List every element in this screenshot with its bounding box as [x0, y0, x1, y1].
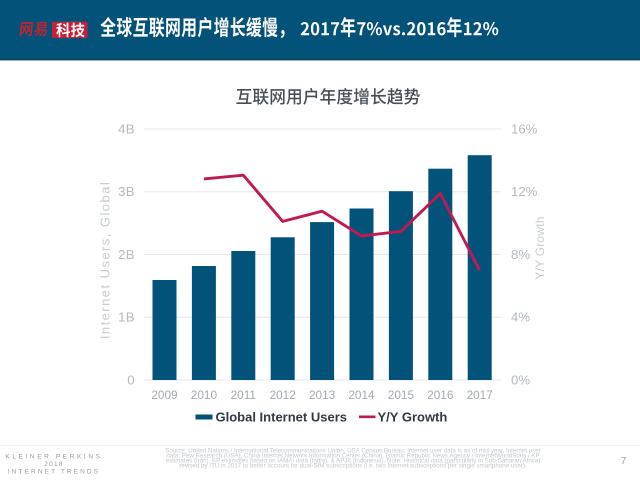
- svg-text:2010: 2010: [191, 388, 218, 402]
- svg-text:7: 7: [621, 456, 627, 467]
- svg-text:revised by ITU in 2017 to bett: revised by ITU in 2017 to better account…: [179, 463, 527, 470]
- svg-text:data: Pew Research (USA), Chin: data: Pew Research (USA), China Internet…: [166, 453, 539, 460]
- svg-text:Y/Y Growth: Y/Y Growth: [533, 216, 547, 279]
- svg-text:Global Internet Users: Global Internet Users: [216, 410, 347, 425]
- svg-text:2011: 2011: [231, 388, 256, 402]
- svg-text:1B: 1B: [118, 310, 135, 325]
- svg-text:4%: 4%: [511, 310, 530, 325]
- svg-text:2017: 2017: [467, 388, 493, 402]
- svg-text:2013: 2013: [309, 388, 336, 402]
- svg-text:INTERNET TRENDS: INTERNET TRENDS: [8, 469, 100, 476]
- svg-text:2016: 2016: [427, 388, 454, 402]
- svg-text:2012: 2012: [270, 388, 296, 402]
- svg-text:0%: 0%: [511, 372, 530, 387]
- svg-text:Source: United Nations / Inter: Source: United Nations / International T…: [165, 447, 540, 454]
- svg-text:3B: 3B: [118, 184, 135, 199]
- svg-text:2014: 2014: [348, 388, 375, 402]
- svg-text:2B: 2B: [118, 247, 135, 262]
- svg-text:8%: 8%: [511, 247, 530, 262]
- svg-text:2018: 2018: [44, 461, 64, 468]
- svg-text:4B: 4B: [118, 121, 135, 136]
- svg-text:estimates (Iran). KP estimates: estimates (Iran). KP estimates based on …: [166, 458, 541, 465]
- svg-text:Internet Users, Global: Internet Users, Global: [98, 181, 113, 339]
- svg-text:2015: 2015: [388, 388, 415, 402]
- svg-text:0: 0: [127, 372, 135, 387]
- svg-text:16%: 16%: [511, 121, 538, 136]
- svg-text:2009: 2009: [151, 388, 177, 402]
- svg-text:Y/Y Growth: Y/Y Growth: [378, 410, 448, 425]
- svg-text:12%: 12%: [511, 184, 538, 199]
- svg-text:KLEINER PERKINS: KLEINER PERKINS: [5, 454, 102, 461]
